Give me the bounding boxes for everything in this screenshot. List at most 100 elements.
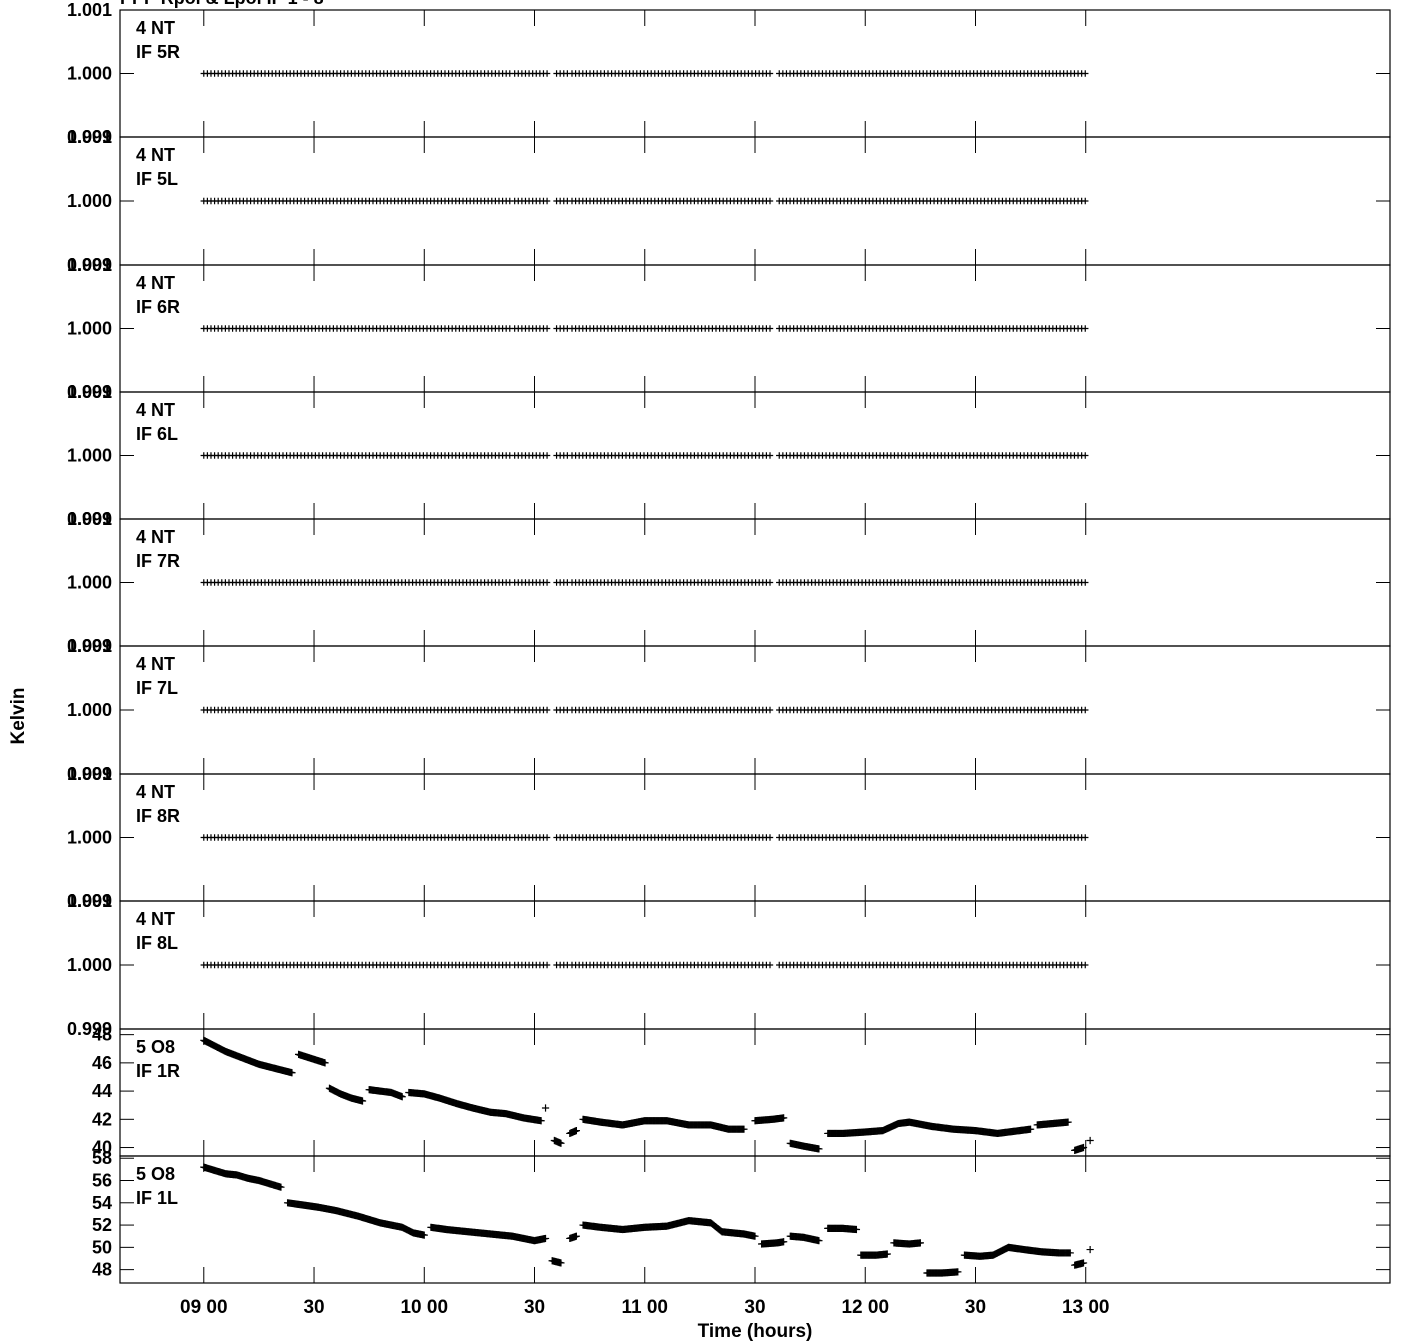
y-tick-label: 0.999 — [67, 1019, 112, 1039]
y-tick-label: 1.000 — [67, 64, 112, 84]
y-tick-label: 40 — [92, 1138, 112, 1158]
y-tick-label: 0.999 — [67, 382, 112, 402]
data-point — [1082, 706, 1089, 714]
data-point — [543, 452, 551, 459]
y-tick-label: 1.001 — [67, 255, 112, 275]
panel-8: 0.999 1.000 1.001 4 NT IF 8L — [67, 891, 1391, 1039]
data-point — [543, 834, 551, 841]
y-tick-label: 1.001 — [67, 382, 112, 402]
data-point — [543, 706, 551, 714]
data-point — [1082, 579, 1089, 586]
y-tick-label: 0.999 — [67, 891, 112, 911]
y-tick-label: 0.999 — [67, 764, 112, 784]
data-point — [288, 1069, 296, 1077]
y-tick-label: 1.000 — [67, 573, 112, 593]
data-point — [543, 197, 551, 205]
panel-station-label: 4 NT — [136, 654, 175, 674]
y-tick-label: 50 — [92, 1237, 112, 1257]
panels-group: 0.999 1.000 1.001 4 NT IF 5R 0.999 1.000 1.001 4… — [67, 0, 1391, 1284]
y-tick-label: 1.000 — [67, 700, 112, 720]
y-tick-label: 1.001 — [67, 127, 112, 147]
panel-station-label: 5 O8 — [136, 1164, 175, 1184]
y-tick-label: 1.001 — [67, 891, 112, 911]
data-point — [1086, 1245, 1094, 1254]
y-tick-label: 1.001 — [67, 0, 112, 20]
data-point — [543, 70, 551, 77]
panel-6: 0.999 1.000 1.001 4 NT IF 7L — [67, 636, 1391, 784]
y-tick-label: 1.000 — [67, 828, 112, 848]
panel-if-label: IF 1R — [136, 1061, 180, 1081]
data-point — [766, 961, 774, 969]
x-tick-label: 30 — [965, 1297, 986, 1318]
y-tick-label: 1.001 — [67, 764, 112, 784]
y-tick-label: 0.999 — [67, 127, 112, 147]
y-tick-label: 46 — [92, 1053, 112, 1073]
data-point — [1082, 325, 1089, 332]
data-point — [1082, 452, 1089, 459]
data-point — [1082, 961, 1089, 969]
y-tick-label: 1.001 — [67, 636, 112, 656]
panel-station-label: 4 NT — [136, 145, 175, 165]
data-point — [1082, 197, 1089, 205]
y-tick-label: 42 — [92, 1109, 112, 1129]
panel-1: 0.999 1.000 1.001 4 NT IF 5R — [67, 0, 1391, 147]
data-point — [766, 706, 774, 714]
x-tick-label: 09 00 — [180, 1297, 228, 1318]
y-tick-label: 1.001 — [67, 509, 112, 529]
x-tick-label: 11 00 — [622, 1297, 669, 1318]
panel-5: 0.999 1.000 1.001 4 NT IF 7R — [67, 509, 1391, 656]
data-point — [398, 1093, 406, 1101]
y-tick-label: 1.000 — [67, 191, 112, 211]
panel-9: 40 42 44 46 48 5 O8 IF 1R — [92, 1025, 1391, 1158]
y-tick-label: 48 — [92, 1260, 112, 1280]
panel-if-label: IF 5L — [136, 169, 178, 189]
panel-if-label: IF 1L — [136, 1188, 178, 1208]
data-point — [1082, 70, 1089, 77]
x-tick-label: 10 00 — [400, 1297, 448, 1318]
chart-title: PPP Rpol & Lpol IF 1 - 8 — [120, 0, 324, 8]
data-point — [766, 579, 774, 586]
panel-station-label: 4 NT — [136, 527, 175, 547]
data-point — [766, 834, 774, 841]
x-axis: 09 00 30 10 00 30 11 00 30 12 00 30 13 00 — [180, 1297, 1109, 1318]
data-point — [541, 1104, 550, 1112]
data-point — [543, 325, 551, 332]
data-point — [543, 579, 551, 586]
data-point — [543, 961, 551, 969]
panel-frame — [119, 1028, 1391, 1157]
y-tick-label: 1.000 — [67, 319, 112, 339]
x-tick-label: 13 00 — [1062, 1297, 1110, 1318]
panel-7: 0.999 1.000 1.001 4 NT IF 8R — [67, 764, 1391, 911]
panel-if-label: IF 7R — [136, 551, 180, 571]
y-tick-label: 48 — [92, 1025, 112, 1045]
data-point — [766, 325, 774, 332]
y-tick-label: 54 — [92, 1193, 112, 1213]
data-point — [321, 1059, 329, 1067]
data-point — [766, 197, 774, 205]
data-point — [1086, 1136, 1094, 1145]
y-axis-label: Kelvin — [8, 687, 29, 744]
panel-4: 0.999 1.000 1.001 4 NT IF 6L — [67, 382, 1391, 529]
panel-if-label: IF 5R — [136, 42, 180, 62]
y-tick-label: 0.999 — [67, 636, 112, 656]
y-tick-label: 58 — [92, 1148, 112, 1168]
y-tick-label: 44 — [92, 1081, 112, 1101]
data-point — [766, 452, 774, 459]
y-tick-label: 1.000 — [67, 446, 112, 466]
panel-2: 0.999 1.000 1.001 4 NT IF 5L — [67, 127, 1391, 275]
y-tick-label: 52 — [92, 1215, 112, 1235]
y-tick-label: 1.000 — [67, 955, 112, 975]
panel-station-label: 4 NT — [136, 18, 175, 38]
panel-station-label: 4 NT — [136, 400, 175, 420]
panel-if-label: IF 6L — [136, 424, 178, 444]
y-tick-label: 0.999 — [67, 509, 112, 529]
x-tick-label: 12 00 — [841, 1297, 889, 1318]
data-point — [1082, 834, 1089, 841]
panel-if-label: IF 8L — [136, 933, 178, 953]
panel-if-label: IF 8R — [136, 806, 180, 826]
data-point — [358, 1097, 367, 1105]
x-tick-label: 30 — [744, 1297, 765, 1318]
panel-3: 0.999 1.000 1.001 4 NT IF 6R — [67, 255, 1391, 402]
